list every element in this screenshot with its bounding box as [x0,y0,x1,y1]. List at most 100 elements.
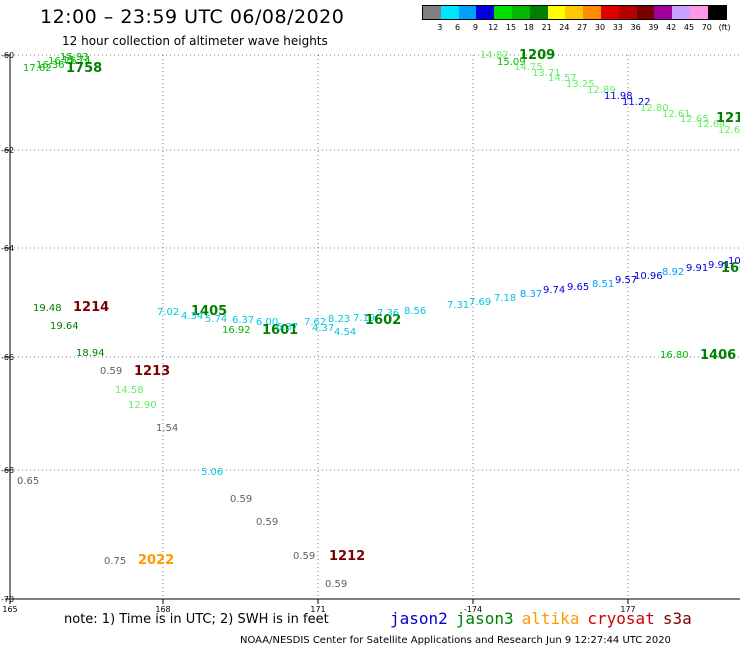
latitude-label: -64 [1,244,14,253]
wave-height-label: 0.59 [230,494,252,505]
observation-time-label: 1209 [519,48,555,63]
wave-height-label: 12.61 [662,109,691,120]
legend-swatch [636,6,655,19]
wave-height-label: 0.75 [104,556,126,567]
wave-height-label: 16.36 [36,60,65,71]
wave-height-label: 0.59 [293,551,315,562]
wave-height-label: 0.59 [100,366,122,377]
observation-time-label: 1212 [329,549,365,564]
legend-swatch [618,6,637,19]
legend-swatch [565,6,584,19]
color-legend: 3 6 9 12 15 18 21 24 27 30 33 36 39 42 45 70 (ft) [422,5,731,34]
note-text: note: 1) Time is in UTC; 2) SWH is in fe… [64,612,329,627]
wave-height-label: 5.06 [201,467,223,478]
wave-height-label: 15.93 [60,52,89,63]
wave-height-label: 10.96 [634,271,663,282]
legend-label: 45 [683,23,695,32]
satellite-s3a: s3a [662,609,692,628]
legend-label: 15 [505,23,517,32]
wave-height-label: 9.74 [543,285,565,296]
legend-swatch [529,6,548,19]
observation-time-label: 1601 [262,323,298,338]
wave-height-label: 14.82 [480,50,509,61]
wave-height-label: 18.94 [76,348,105,359]
legend-label: 30 [594,23,606,32]
wave-height-label: 12.90 [128,400,157,411]
wave-height-label: 14.75 [514,62,543,73]
legend-label: (ft) [718,23,731,32]
wave-height-label: 12.64 [697,119,726,130]
wave-height-label: 4.37 [312,323,334,334]
wave-height-label: 15.74 [62,55,91,66]
wave-height-label: 14.58 [115,385,144,396]
wave-height-label: 8.37 [520,289,542,300]
wave-height-label: 7.19 [353,313,375,324]
wave-height-label: 17.62 [23,63,52,74]
wave-height-label: 6.00 [256,317,278,328]
wave-height-label: 10 [728,256,740,267]
wave-height-label: 8.56 [404,306,426,317]
wave-height-label: 6.37 [232,315,254,326]
latitude-labels: -60 -62 -64 -66 -68 -70 [1,51,14,604]
satellite-legend: jason2 jason3 altika cryosat s3a [390,609,700,628]
satellite-cryosat: cryosat [587,609,655,628]
wave-height-label: 6.37 [276,322,298,333]
wave-height-label: 14.57 [548,73,577,84]
longitude-label: 177 [620,605,635,614]
longitude-label: -174 [464,605,482,614]
legend-label: 70 [701,23,712,32]
wave-height-label: 9.91 [708,260,730,271]
map-grid [5,54,740,604]
legend-swatch [707,6,726,19]
wave-height-label: 1.54 [156,423,178,434]
satellite-jason3: jason3 [455,609,514,628]
legend-swatch [689,6,708,19]
map-title: 12:00 – 23:59 UTC 06/08/2020 [40,6,345,28]
longitude-label: 165 [2,605,17,614]
legend-label: 42 [666,23,677,32]
legend-label: 12 [488,23,499,32]
satellite-jason2: jason2 [390,609,448,628]
wave-height-label: 16.80 [660,350,689,361]
wave-height-label: 12.89 [587,85,616,96]
legend-label: 33 [612,23,623,32]
wave-height-label: 0.59 [325,579,347,590]
latitude-label: -62 [1,146,14,155]
legend-swatch [476,6,495,19]
wave-height-label: 16.76 [48,56,77,67]
observation-time-label: 1214 [73,300,109,315]
wave-height-label: 0.59 [256,517,278,528]
wave-height-label: 7.31 [447,300,469,311]
wave-height-label: 12.65 [680,114,709,125]
observation-time-label: 1406 [700,348,736,363]
latitude-label: -66 [1,353,14,362]
legend-label: 24 [559,23,570,32]
legend-label: 9 [472,23,478,32]
wave-height-label: 7.62 [304,317,326,328]
wave-height-label: 13.71 [532,68,561,79]
wave-height-label: 15.09 [497,57,526,68]
wave-height-label: 11.22 [622,97,651,108]
wave-height-label: 13.25 [566,79,595,90]
wave-height-label: 7.02 [157,307,179,318]
wave-height-label: 7.69 [469,297,491,308]
wave-height-label: 19.64 [50,321,79,332]
wave-height-label: 12.80 [640,103,669,114]
legend-label: 39 [648,23,659,32]
wave-height-label: 9.65 [567,282,589,293]
legend-label: 6 [455,23,461,32]
longitude-labels: 165 168 171 -174 177 [2,605,635,614]
latitude-label: -68 [1,466,14,475]
wave-height-label: 7.36 [377,308,399,319]
observation-time-label: 1758 [66,61,102,76]
wave-height-label: 5.74 [205,314,227,325]
legend-label: 27 [577,23,588,32]
observation-time-label: 160 [721,261,740,276]
map-subtitle: 12 hour collection of altimeter wave hei… [62,34,328,48]
legend-swatch [440,6,459,19]
legend-label: 36 [630,23,641,32]
wave-height-label: 11.98 [604,91,633,102]
legend-label: 21 [541,23,552,32]
